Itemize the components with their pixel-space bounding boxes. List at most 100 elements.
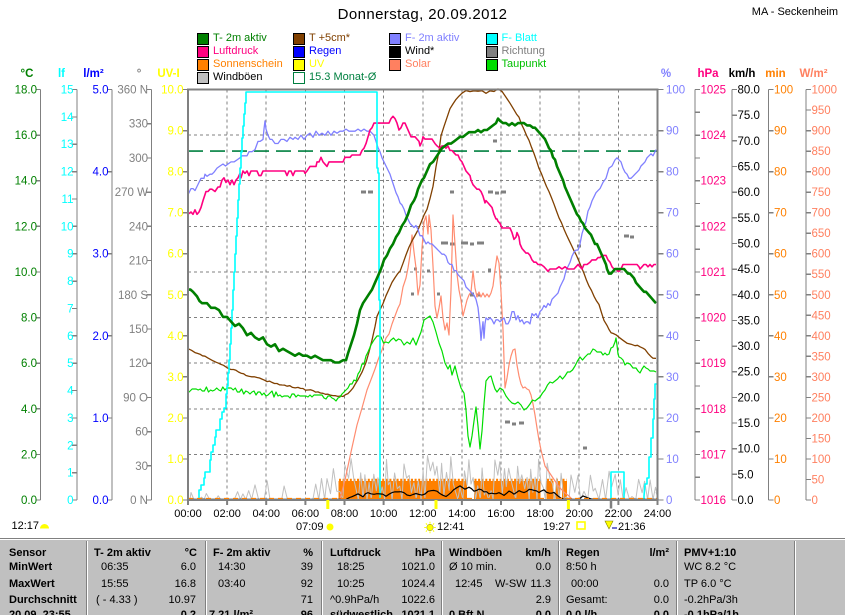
svg-text:350: 350 xyxy=(812,351,831,363)
svg-text:30: 30 xyxy=(774,372,787,384)
svg-text:35.0: 35.0 xyxy=(738,315,760,327)
svg-text:lf: lf xyxy=(58,68,65,80)
svg-text:12: 12 xyxy=(61,167,74,179)
svg-text:750: 750 xyxy=(812,187,831,199)
svg-text:16:00: 16:00 xyxy=(487,508,515,520)
svg-text:25.0: 25.0 xyxy=(738,367,760,379)
svg-text:2.0: 2.0 xyxy=(168,413,184,425)
svg-text:1025: 1025 xyxy=(701,85,727,97)
svg-text:06:00: 06:00 xyxy=(292,508,320,520)
svg-text:5.0: 5.0 xyxy=(168,290,184,302)
svg-text:1019: 1019 xyxy=(701,358,727,370)
svg-text:6.0: 6.0 xyxy=(21,358,37,370)
svg-text:1016: 1016 xyxy=(701,495,727,507)
svg-text:120: 120 xyxy=(129,358,148,370)
svg-text:3.0: 3.0 xyxy=(93,249,109,261)
svg-text:°: ° xyxy=(137,68,142,80)
svg-text:15.0: 15.0 xyxy=(738,418,760,430)
svg-text:10: 10 xyxy=(666,454,679,466)
svg-text:850: 850 xyxy=(812,146,831,158)
svg-text:0: 0 xyxy=(67,495,73,507)
svg-text:2: 2 xyxy=(67,440,73,452)
svg-text:10.0: 10.0 xyxy=(738,444,760,456)
svg-text:min: min xyxy=(765,68,785,80)
svg-text:240: 240 xyxy=(129,221,148,233)
svg-text:2.0: 2.0 xyxy=(93,331,109,343)
svg-text:50: 50 xyxy=(666,290,679,302)
svg-text:0.0: 0.0 xyxy=(168,495,184,507)
svg-text:4.0: 4.0 xyxy=(93,167,109,179)
svg-text:200: 200 xyxy=(812,413,831,425)
svg-text:1022: 1022 xyxy=(701,221,727,233)
svg-text:0.0: 0.0 xyxy=(21,495,37,507)
svg-text:8.0: 8.0 xyxy=(168,167,184,179)
svg-text:UV-I: UV-I xyxy=(157,68,179,80)
svg-text:0.0: 0.0 xyxy=(93,495,109,507)
svg-text:9: 9 xyxy=(67,249,73,261)
svg-text:400: 400 xyxy=(812,331,831,343)
svg-text:250: 250 xyxy=(812,392,831,404)
svg-text:60: 60 xyxy=(135,427,148,439)
svg-text:800: 800 xyxy=(812,167,831,179)
svg-text:1024: 1024 xyxy=(701,130,727,142)
svg-text:13: 13 xyxy=(61,139,74,151)
svg-text:100: 100 xyxy=(774,85,793,97)
svg-text:6: 6 xyxy=(67,331,73,343)
svg-text:1.0: 1.0 xyxy=(93,413,109,425)
svg-text:08:00: 08:00 xyxy=(331,508,359,520)
svg-text:950: 950 xyxy=(812,105,831,117)
svg-text:12.0: 12.0 xyxy=(15,221,37,233)
svg-text:8.0: 8.0 xyxy=(21,313,37,325)
svg-text:50: 50 xyxy=(774,290,787,302)
svg-text:330: 330 xyxy=(129,119,148,131)
svg-text:1020: 1020 xyxy=(701,313,727,325)
svg-text:3: 3 xyxy=(67,413,73,425)
svg-text:90 O: 90 O xyxy=(123,392,148,404)
svg-text:30: 30 xyxy=(666,372,679,384)
svg-text:90: 90 xyxy=(666,126,679,138)
svg-text:12:41: 12:41 xyxy=(437,521,465,533)
svg-text:1000: 1000 xyxy=(812,85,838,97)
svg-text:18.0: 18.0 xyxy=(15,85,37,97)
svg-text:km/h: km/h xyxy=(729,68,756,80)
svg-text:14: 14 xyxy=(61,112,74,124)
svg-text:3.0: 3.0 xyxy=(168,372,184,384)
svg-text:70.0: 70.0 xyxy=(738,136,760,148)
svg-text:0 N: 0 N xyxy=(130,495,148,507)
svg-text:1018: 1018 xyxy=(701,404,727,416)
svg-text:180 S: 180 S xyxy=(118,290,148,302)
svg-text:4: 4 xyxy=(67,386,74,398)
svg-text:360 N: 360 N xyxy=(117,85,148,97)
svg-text:80: 80 xyxy=(666,167,679,179)
svg-text:hPa: hPa xyxy=(697,68,719,80)
svg-text:50.0: 50.0 xyxy=(738,238,760,250)
svg-text:°C: °C xyxy=(21,68,34,80)
svg-text:270 W: 270 W xyxy=(115,187,148,199)
svg-text:0: 0 xyxy=(666,495,672,507)
svg-text:l/m²: l/m² xyxy=(83,68,104,80)
svg-text:24:00: 24:00 xyxy=(644,508,672,520)
svg-text:900: 900 xyxy=(812,126,831,138)
svg-text:%: % xyxy=(661,68,671,80)
svg-text:20: 20 xyxy=(666,413,679,425)
svg-text:W/m²: W/m² xyxy=(799,68,827,80)
svg-text:5.0: 5.0 xyxy=(93,85,109,97)
svg-text:0.0: 0.0 xyxy=(738,495,754,507)
svg-text:1: 1 xyxy=(67,468,73,480)
svg-text:40: 40 xyxy=(774,331,787,343)
svg-text:16.0: 16.0 xyxy=(15,130,37,142)
svg-text:00:00: 00:00 xyxy=(174,508,202,520)
svg-text:80.0: 80.0 xyxy=(738,85,760,97)
svg-text:65.0: 65.0 xyxy=(738,162,760,174)
svg-text:15: 15 xyxy=(61,85,74,97)
svg-text:70: 70 xyxy=(666,208,679,220)
svg-text:500: 500 xyxy=(812,290,831,302)
svg-text:600: 600 xyxy=(812,249,831,261)
svg-text:100: 100 xyxy=(666,85,685,97)
svg-text:1.0: 1.0 xyxy=(168,454,184,466)
svg-text:700: 700 xyxy=(812,208,831,220)
svg-text:80: 80 xyxy=(774,167,787,179)
svg-text:7: 7 xyxy=(67,303,73,315)
svg-text:10:00: 10:00 xyxy=(370,508,398,520)
svg-text:0: 0 xyxy=(812,495,818,507)
